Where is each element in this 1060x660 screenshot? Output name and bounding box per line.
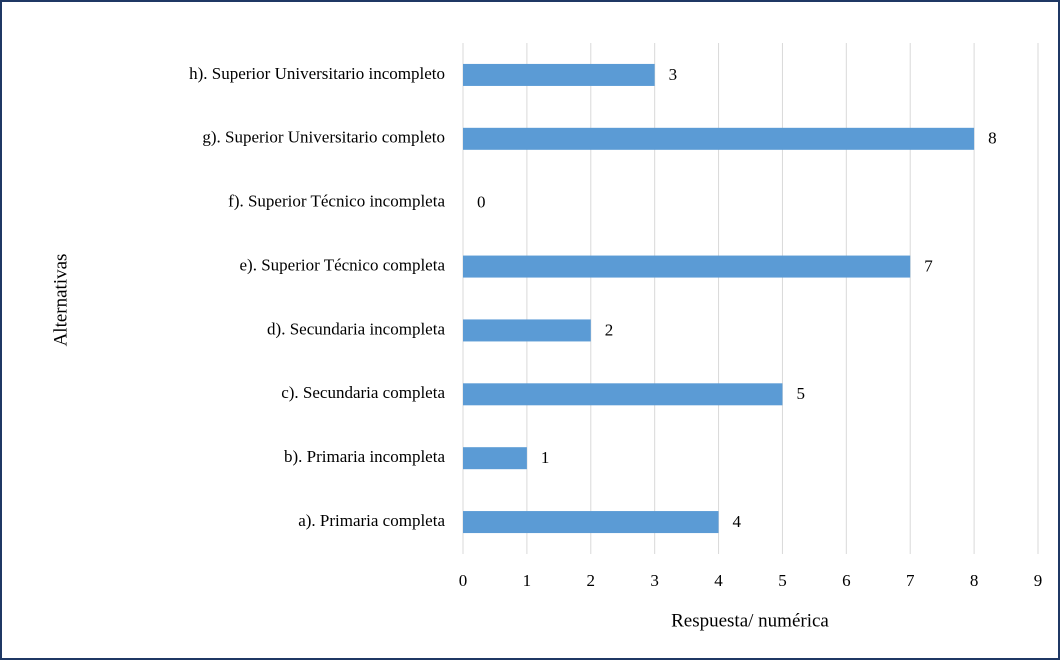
x-tick-label: 9 xyxy=(1034,571,1043,590)
x-tick-label: 1 xyxy=(523,571,532,590)
bar xyxy=(463,127,975,150)
x-tick-label: 5 xyxy=(778,571,787,590)
data-label: 1 xyxy=(541,448,550,467)
data-label: 8 xyxy=(988,129,997,148)
data-label: 0 xyxy=(477,193,486,212)
y-tick-label: e). Superior Técnico completa xyxy=(240,255,446,274)
data-label: 5 xyxy=(796,384,805,403)
y-axis-label: Alternativas xyxy=(50,254,71,347)
y-tick-label: d). Secundaria incompleta xyxy=(267,319,445,338)
x-tick-label: 7 xyxy=(906,571,915,590)
x-tick-label: 3 xyxy=(650,571,659,590)
data-label: 7 xyxy=(924,256,933,275)
data-label: 2 xyxy=(605,320,614,339)
y-tick-label: f). Superior Técnico incompleta xyxy=(228,192,445,211)
y-tick-label: h). Superior Universitario incompleto xyxy=(189,64,445,83)
bar xyxy=(463,383,783,406)
y-tick-label: b). Primaria incompleta xyxy=(284,447,445,466)
x-tick-label: 0 xyxy=(459,571,468,590)
bar xyxy=(463,63,655,86)
x-tick-label: 6 xyxy=(842,571,851,590)
data-label: 3 xyxy=(669,65,678,84)
x-axis-label: Respuesta/ numérica xyxy=(671,610,829,631)
bar xyxy=(463,447,527,470)
bar xyxy=(463,511,719,534)
bar xyxy=(463,255,911,278)
x-tick-label: 4 xyxy=(714,571,723,590)
y-tick-label: a). Primaria completa xyxy=(298,511,445,530)
data-label: 4 xyxy=(733,512,742,531)
x-tick-label: 2 xyxy=(587,571,596,590)
y-tick-label: g). Superior Universitario completo xyxy=(202,128,445,147)
x-tick-label: 8 xyxy=(970,571,979,590)
y-tick-label: c). Secundaria completa xyxy=(281,383,445,402)
bar xyxy=(463,319,591,342)
